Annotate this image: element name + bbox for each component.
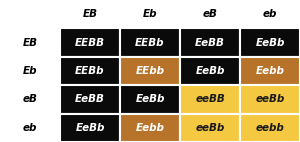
Text: EeBb: EeBb: [135, 94, 165, 104]
Text: eb: eb: [263, 9, 277, 19]
Bar: [180, 28, 240, 57]
Bar: [180, 57, 240, 85]
Text: eeBb: eeBb: [255, 94, 285, 104]
Bar: [120, 85, 180, 114]
Bar: [120, 0, 180, 28]
Text: Eb: Eb: [23, 66, 37, 76]
Bar: [60, 85, 120, 114]
Bar: [180, 85, 240, 114]
Text: EeBb: EeBb: [75, 123, 105, 133]
Text: EEbb: EEbb: [136, 66, 164, 76]
Bar: [240, 57, 300, 85]
Text: eebb: eebb: [256, 123, 284, 133]
Bar: [0, 0, 60, 28]
Bar: [180, 0, 240, 28]
Bar: [60, 28, 120, 57]
Bar: [0, 28, 60, 57]
Bar: [120, 57, 180, 85]
Text: Eebb: Eebb: [256, 66, 284, 76]
Bar: [60, 114, 120, 142]
Bar: [0, 85, 60, 114]
Bar: [60, 57, 120, 85]
Text: eb: eb: [23, 123, 37, 133]
Text: eB: eB: [202, 9, 217, 19]
Text: EB: EB: [22, 38, 38, 48]
Bar: [0, 57, 60, 85]
Text: EeBb: EeBb: [255, 38, 285, 48]
Text: EeBB: EeBB: [195, 38, 225, 48]
Text: EEBb: EEBb: [75, 66, 105, 76]
Text: eeBb: eeBb: [195, 123, 225, 133]
Bar: [0, 114, 60, 142]
Bar: [240, 0, 300, 28]
Text: EEBB: EEBB: [75, 38, 105, 48]
Bar: [240, 28, 300, 57]
Bar: [120, 28, 180, 57]
Bar: [240, 114, 300, 142]
Bar: [120, 114, 180, 142]
Text: eeBB: eeBB: [195, 94, 225, 104]
Text: EeBB: EeBB: [75, 94, 105, 104]
Bar: [180, 114, 240, 142]
Bar: [240, 85, 300, 114]
Bar: [60, 0, 120, 28]
Text: Eebb: Eebb: [136, 123, 164, 133]
Text: EEBb: EEBb: [135, 38, 165, 48]
Text: eB: eB: [22, 94, 38, 104]
Text: Eb: Eb: [143, 9, 157, 19]
Text: EeBb: EeBb: [195, 66, 225, 76]
Text: EB: EB: [82, 9, 98, 19]
